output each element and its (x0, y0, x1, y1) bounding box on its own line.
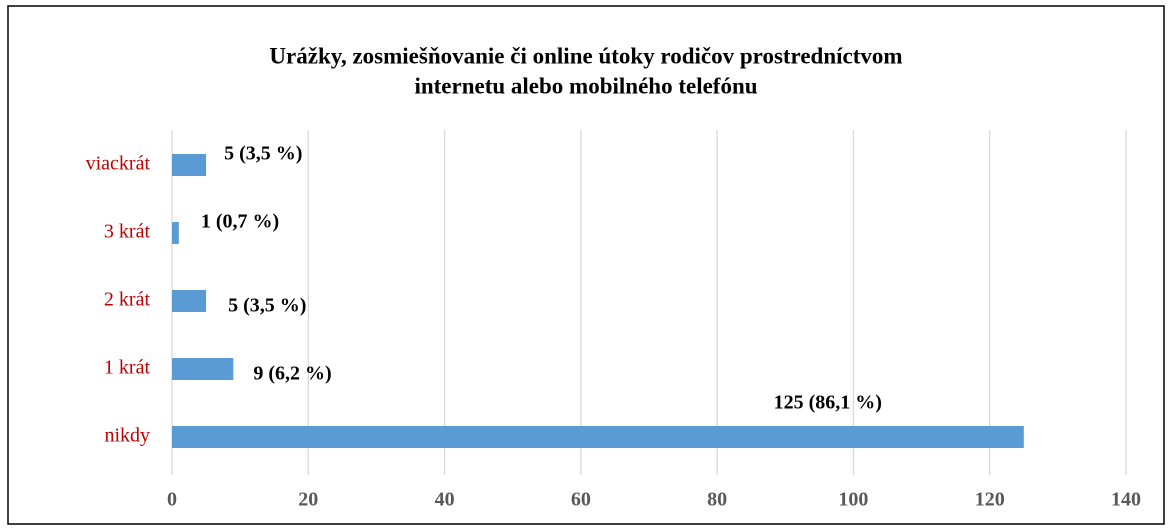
data-label: 9 (6,2 %) (253, 363, 331, 385)
bar (172, 290, 207, 312)
bar (172, 426, 1024, 448)
data-label: 5 (3,5 %) (224, 143, 302, 165)
data-label: 125 (86,1 %) (774, 392, 882, 414)
x-tick-label: 140 (1111, 489, 1141, 511)
chart-title: internetu alebo mobilného telefónu (414, 73, 757, 98)
x-tick-label: 100 (838, 489, 868, 511)
x-tick-label: 120 (975, 489, 1005, 511)
y-tick-label: 1 krát (104, 357, 151, 379)
bar (172, 222, 179, 244)
x-tick-label: 20 (298, 489, 318, 511)
x-tick-label: 0 (167, 489, 177, 511)
y-tick-label: 3 krát (104, 221, 151, 243)
y-tick-label: 2 krát (104, 289, 151, 311)
x-tick-label: 80 (707, 489, 727, 511)
x-tick-label: 40 (435, 489, 455, 511)
bar (172, 154, 207, 176)
x-tick-label: 60 (571, 489, 591, 511)
data-label: 1 (0,7 %) (201, 211, 279, 233)
y-tick-label: nikdy (104, 425, 150, 447)
bar (172, 358, 234, 380)
y-tick-label: viackrát (86, 153, 151, 175)
data-label: 5 (3,5 %) (228, 295, 306, 317)
chart-title: Urážky, zosmiešňovanie či online útoky r… (269, 43, 902, 68)
